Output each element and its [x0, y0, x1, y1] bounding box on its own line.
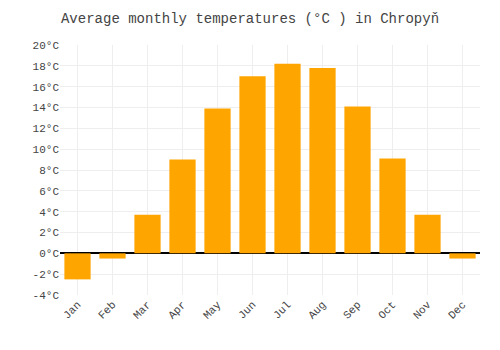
svg-text:Jun: Jun [236, 299, 258, 321]
svg-text:4°C: 4°C [39, 207, 59, 219]
svg-text:Aug: Aug [306, 299, 328, 321]
svg-text:Sep: Sep [341, 299, 363, 321]
svg-text:Feb: Feb [96, 299, 118, 321]
svg-text:8°C: 8°C [39, 165, 59, 177]
svg-text:0°C: 0°C [39, 248, 59, 260]
svg-text:Oct: Oct [376, 299, 398, 321]
svg-text:10°C: 10°C [33, 144, 60, 156]
svg-text:20°C: 20°C [33, 40, 60, 52]
svg-text:Jul: Jul [271, 299, 293, 321]
svg-text:18°C: 18°C [33, 61, 60, 73]
svg-text:May: May [201, 299, 224, 322]
svg-text:16°C: 16°C [33, 82, 60, 94]
svg-text:12°C: 12°C [33, 123, 60, 135]
svg-text:-2°C: -2°C [33, 269, 60, 281]
svg-text:6°C: 6°C [39, 186, 59, 198]
svg-text:2°C: 2°C [39, 227, 59, 239]
svg-text:14°C: 14°C [33, 102, 60, 114]
svg-text:Average monthly temperatures (: Average monthly temperatures (°C ) in Ch… [61, 11, 439, 27]
svg-text:Jan: Jan [61, 299, 83, 321]
svg-text:-4°C: -4°C [33, 290, 60, 302]
svg-text:Dec: Dec [446, 299, 468, 321]
svg-text:Apr: Apr [166, 299, 188, 321]
svg-text:Mar: Mar [131, 299, 153, 321]
svg-text:Nov: Nov [411, 299, 434, 322]
